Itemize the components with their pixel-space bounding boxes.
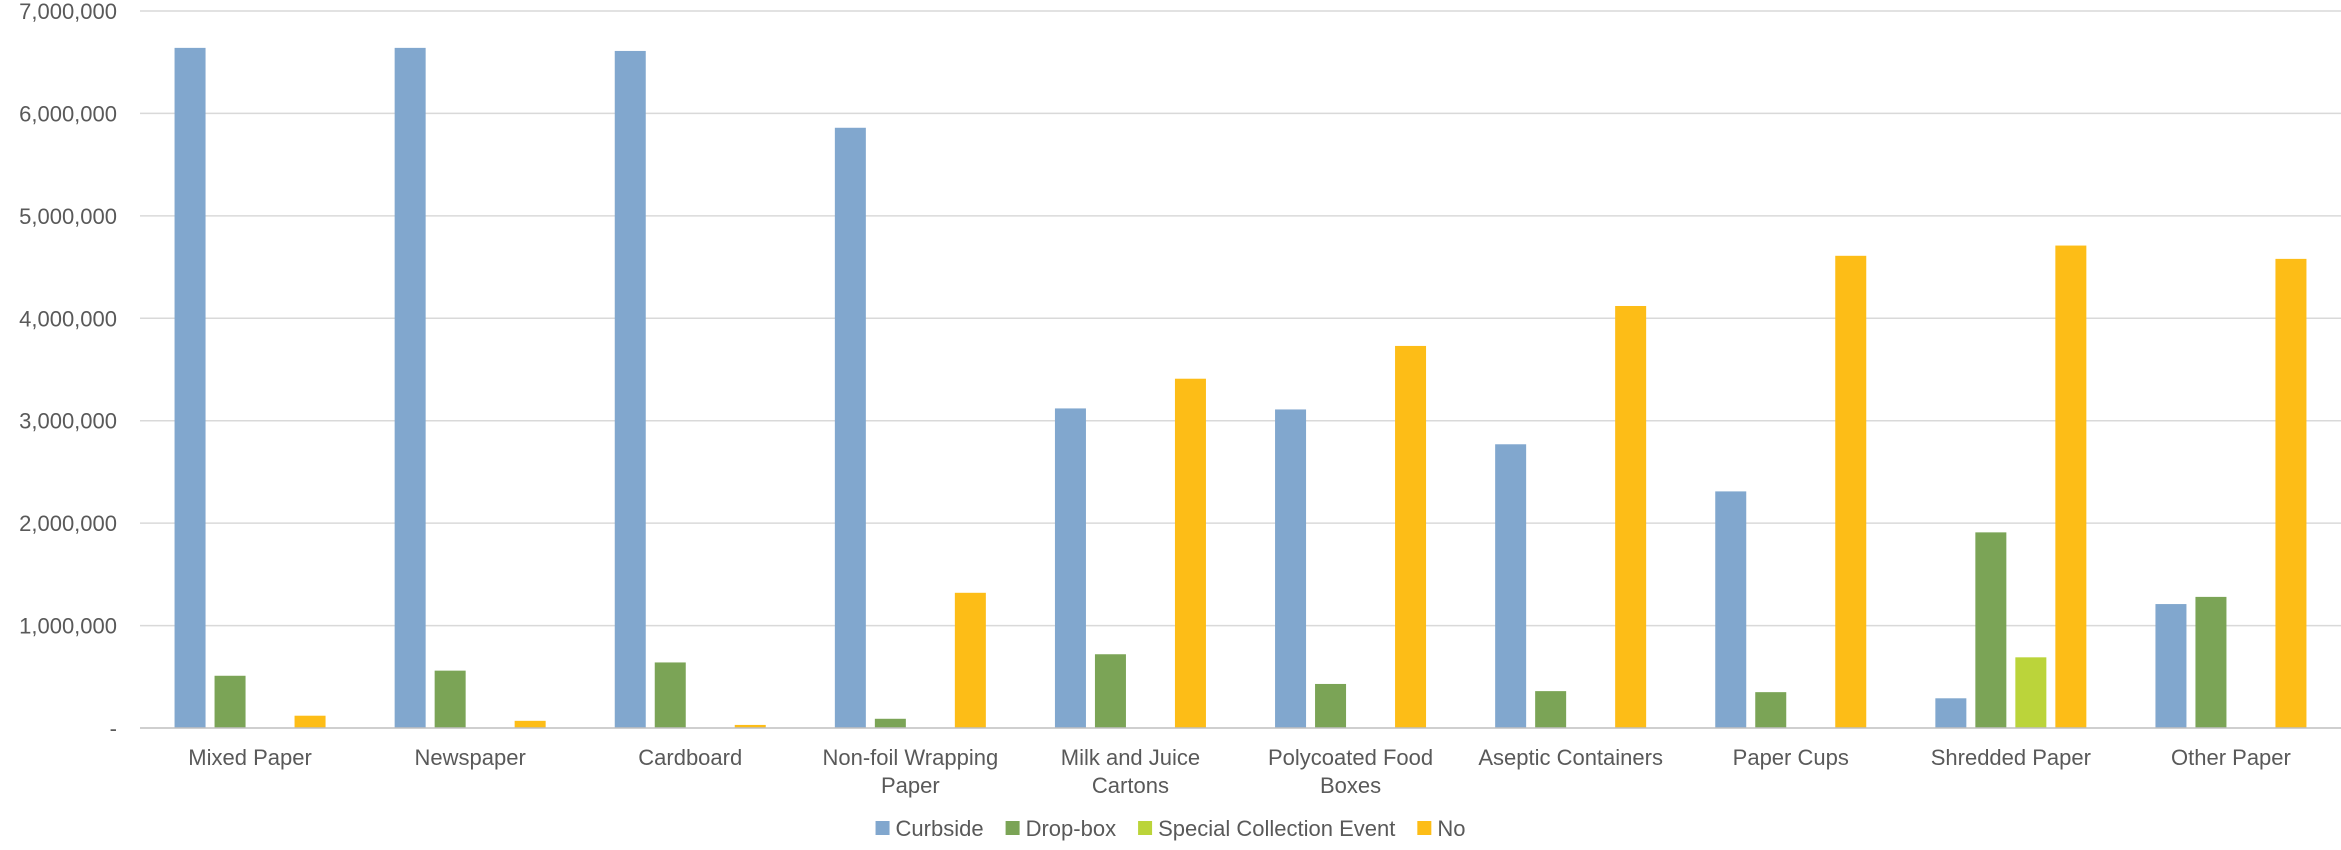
- bar-curbside: [1054, 408, 1086, 728]
- y-tick-label: 6,000,000: [19, 101, 117, 126]
- x-tick-label: Non-foil Wrapping: [823, 745, 999, 770]
- legend-swatch: [875, 821, 890, 835]
- bar-drop-box: [1315, 683, 1347, 728]
- bar-curbside: [1275, 409, 1307, 728]
- bar-curbside: [1715, 491, 1747, 728]
- bar-no: [1835, 255, 1867, 728]
- bar-drop-box: [654, 662, 686, 728]
- x-tick-label: Newspaper: [415, 745, 526, 770]
- x-tick-label: Paper Cups: [1733, 745, 1849, 770]
- x-tick-label: Shredded Paper: [1931, 745, 2091, 770]
- bar-no: [734, 724, 766, 728]
- x-tick-label: Milk and Juice: [1061, 745, 1200, 770]
- legend-swatch: [1005, 821, 1020, 835]
- x-tick-label: Paper: [881, 773, 940, 798]
- bar-no: [954, 592, 986, 728]
- legend-swatch: [1138, 821, 1153, 835]
- bars: [174, 47, 2307, 729]
- bar-special-collection-event: [2015, 657, 2047, 728]
- y-tick-label: 5,000,000: [19, 204, 117, 229]
- bar-drop-box: [1755, 692, 1787, 728]
- bar-no: [514, 720, 546, 728]
- y-tick-label: 7,000,000: [19, 0, 117, 24]
- bar-no: [2055, 245, 2087, 728]
- y-tick-label: -: [110, 716, 117, 741]
- legend-label: Special Collection Event: [1158, 816, 1395, 841]
- bar-drop-box: [1094, 654, 1126, 728]
- y-tick-label: 4,000,000: [19, 306, 117, 331]
- bar-drop-box: [1535, 691, 1567, 728]
- y-tick-label: 1,000,000: [19, 614, 117, 639]
- y-tick-label: 2,000,000: [19, 511, 117, 536]
- bar-curbside: [1935, 698, 1967, 728]
- legend-label: No: [1437, 816, 1465, 841]
- bar-no: [294, 715, 326, 728]
- x-tick-label: Boxes: [1320, 773, 1381, 798]
- bar-drop-box: [434, 670, 466, 728]
- x-tick-label: Polycoated Food: [1268, 745, 1433, 770]
- axes: - 1,000,000 2,000,000 3,000,000 4,000,000 5,0…: [19, 0, 2341, 798]
- legend-label: Drop-box: [1026, 816, 1116, 841]
- bar-drop-box: [874, 718, 906, 728]
- bar-curbside: [394, 47, 426, 729]
- legend-label: Curbside: [896, 816, 984, 841]
- bar-drop-box: [1975, 532, 2007, 728]
- y-tick-label: 3,000,000: [19, 409, 117, 434]
- bar-no: [1395, 345, 1427, 728]
- bar-curbside: [834, 127, 866, 729]
- bar-no: [1615, 305, 1647, 728]
- x-tick-label: Cartons: [1092, 773, 1169, 798]
- x-tick-label: Cardboard: [638, 745, 742, 770]
- bar-no: [2275, 258, 2307, 728]
- bar-curbside: [614, 50, 646, 728]
- bar-drop-box: [2195, 596, 2227, 728]
- bar-curbside: [1495, 444, 1527, 728]
- legend: Curbside Drop-box Special Collection Event…: [875, 816, 1465, 841]
- x-tick-label: Aseptic Containers: [1478, 745, 1663, 770]
- bar-no: [1174, 378, 1206, 728]
- x-tick-label: Other Paper: [2171, 745, 2291, 770]
- x-tick-label: Mixed Paper: [188, 745, 312, 770]
- legend-swatch: [1417, 821, 1432, 835]
- gridlines: [140, 10, 2341, 627]
- bar-curbside: [174, 47, 206, 729]
- bar-curbside: [2155, 604, 2187, 728]
- bar-drop-box: [214, 675, 246, 728]
